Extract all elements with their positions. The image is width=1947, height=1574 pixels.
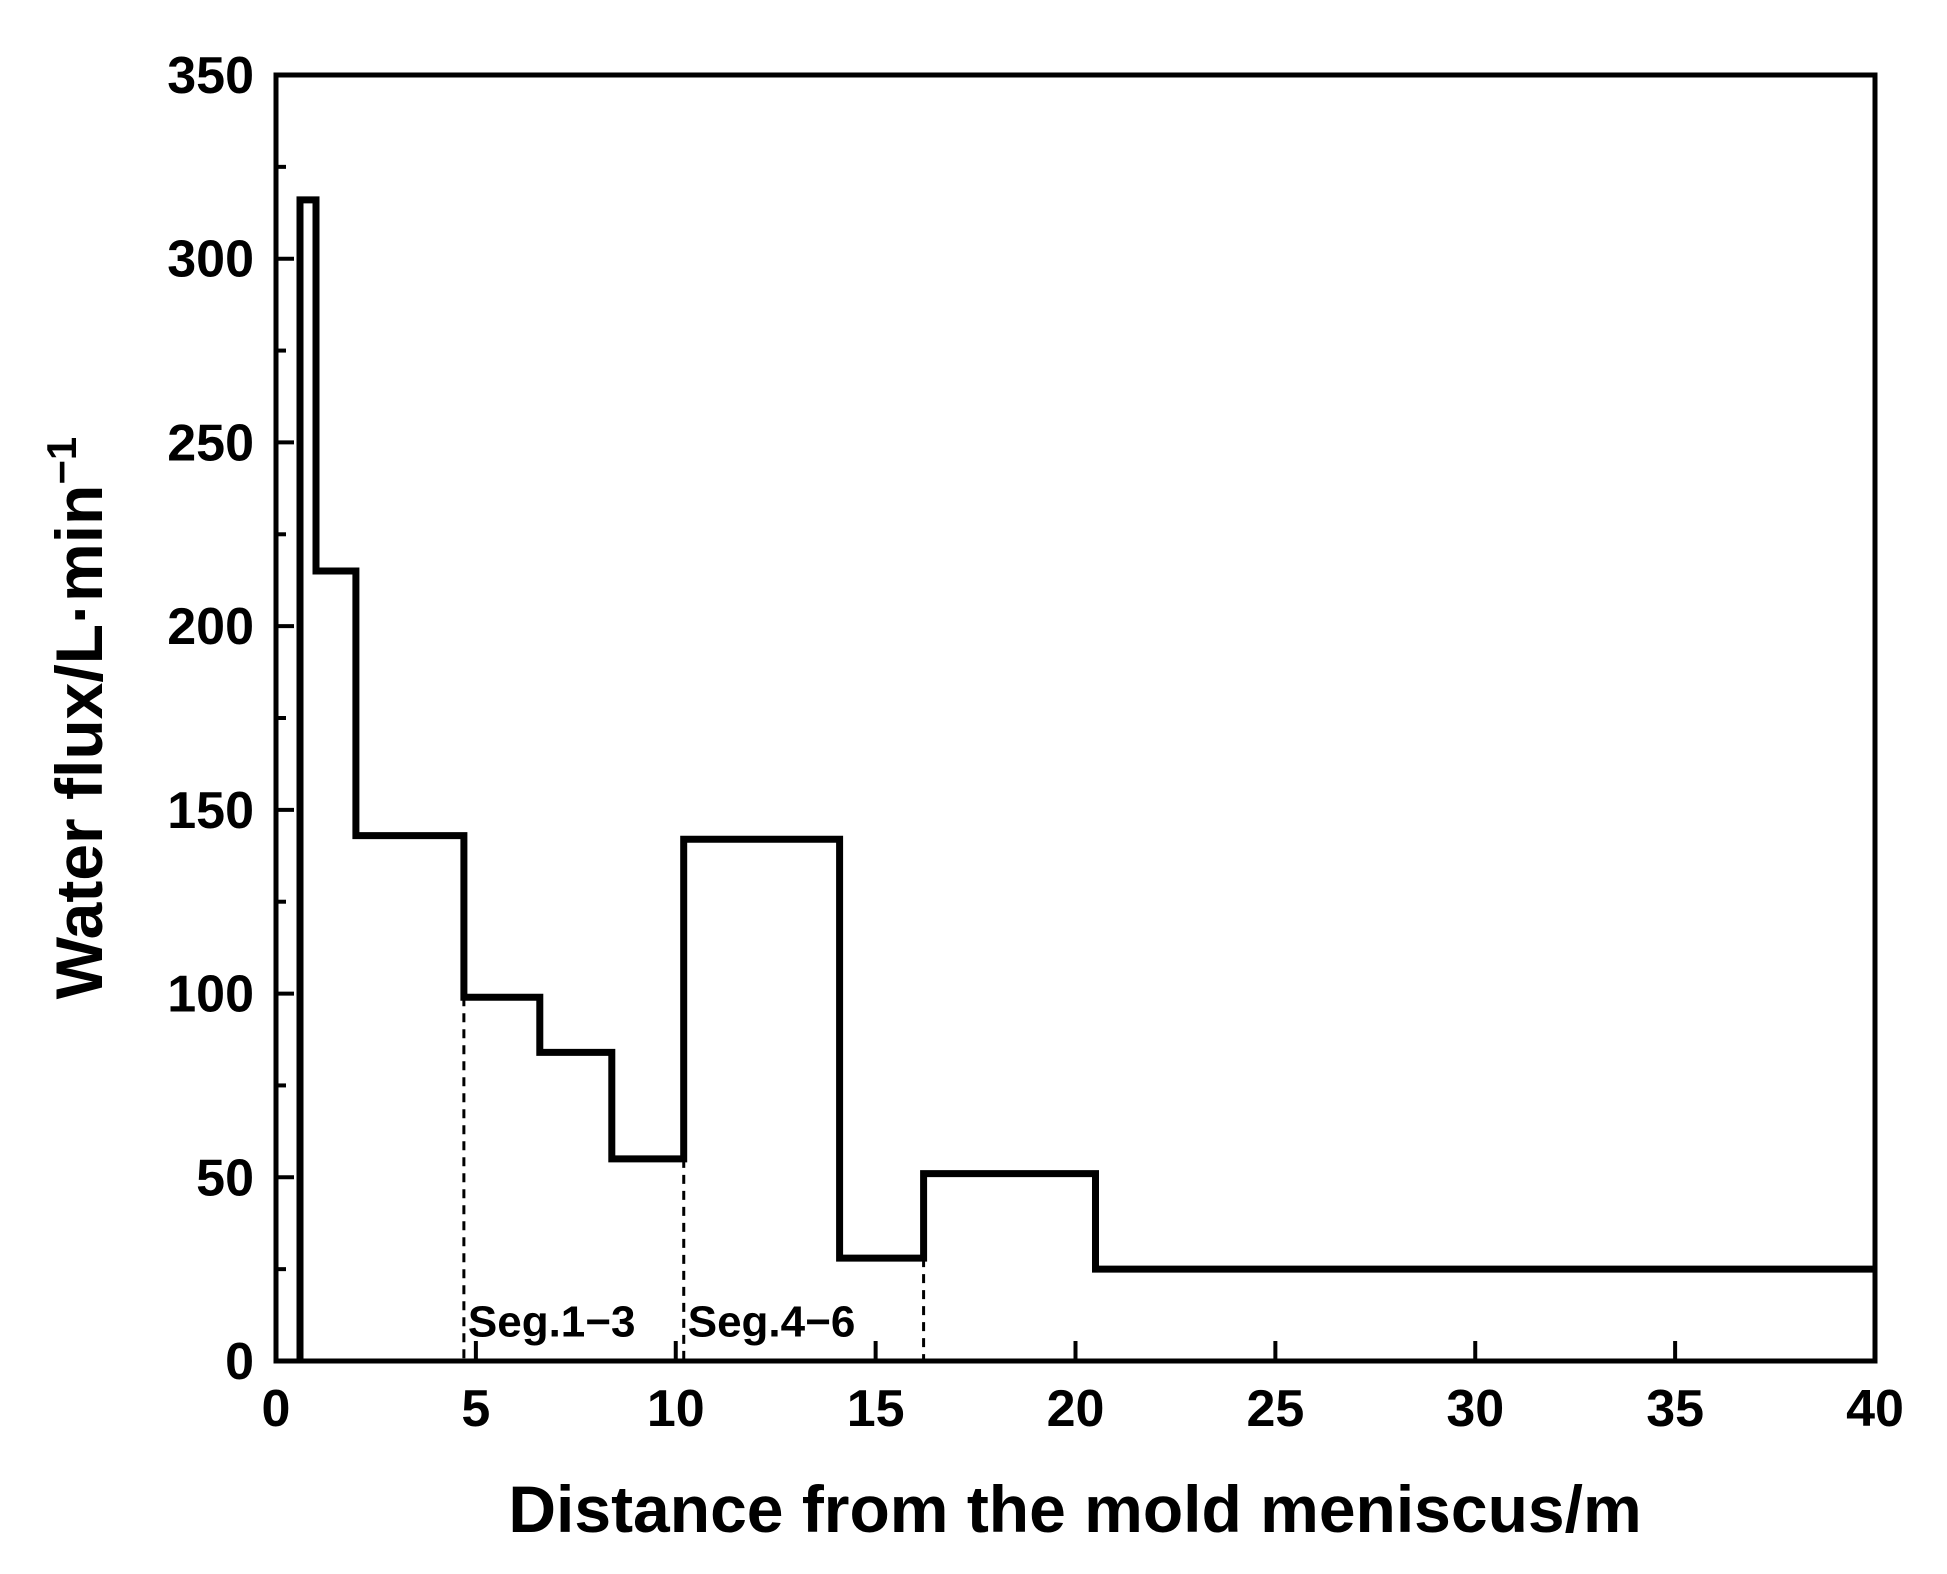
reference-lines (462, 997, 926, 1361)
x-tick-label: 5 (461, 1380, 490, 1438)
x-axis-title: Distance from the mold meniscus/m (508, 1472, 1641, 1546)
x-tick-label: 0 (262, 1380, 291, 1438)
y-tick-label: 0 (225, 1333, 254, 1391)
x-tick-label: 25 (1246, 1380, 1304, 1438)
y-tick-label: 100 (167, 966, 254, 1024)
segment-annotation: Seg.4−6 (688, 1297, 856, 1346)
series-line-water-flux (296, 196, 1875, 1361)
x-tick-label: 40 (1846, 1380, 1904, 1438)
x-tick-label: 15 (847, 1380, 905, 1438)
plot-frame (273, 72, 1878, 1364)
x-tick-label: 35 (1646, 1380, 1704, 1438)
major-ticks (274, 73, 1877, 1363)
y-tick-label: 200 (167, 598, 254, 656)
x-tick-label: 30 (1446, 1380, 1504, 1438)
x-tick-label: 10 (647, 1380, 705, 1438)
segment-annotation: Seg.1−3 (468, 1297, 636, 1346)
y-tick-label: 50 (196, 1149, 254, 1207)
y-axis-title-superscript: −1 (38, 437, 85, 485)
y-tick-label: 350 (167, 47, 254, 105)
y-tick-labels: 0 50 100 150 200 250 300 350 (167, 47, 254, 1391)
y-tick-label: 250 (167, 414, 254, 472)
y-tick-label: 300 (167, 231, 254, 289)
x-tick-label: 20 (1047, 1380, 1105, 1438)
y-tick-label: 150 (167, 782, 254, 840)
y-axis-title-main: Water flux/L·min (42, 485, 116, 1000)
y-axis-title: Water flux/L·min−1 (38, 437, 116, 999)
x-tick-labels: 0 5 10 15 20 25 30 35 40 (262, 1380, 1904, 1438)
annotations: Seg.1−3 Seg.4−6 (468, 1297, 855, 1346)
